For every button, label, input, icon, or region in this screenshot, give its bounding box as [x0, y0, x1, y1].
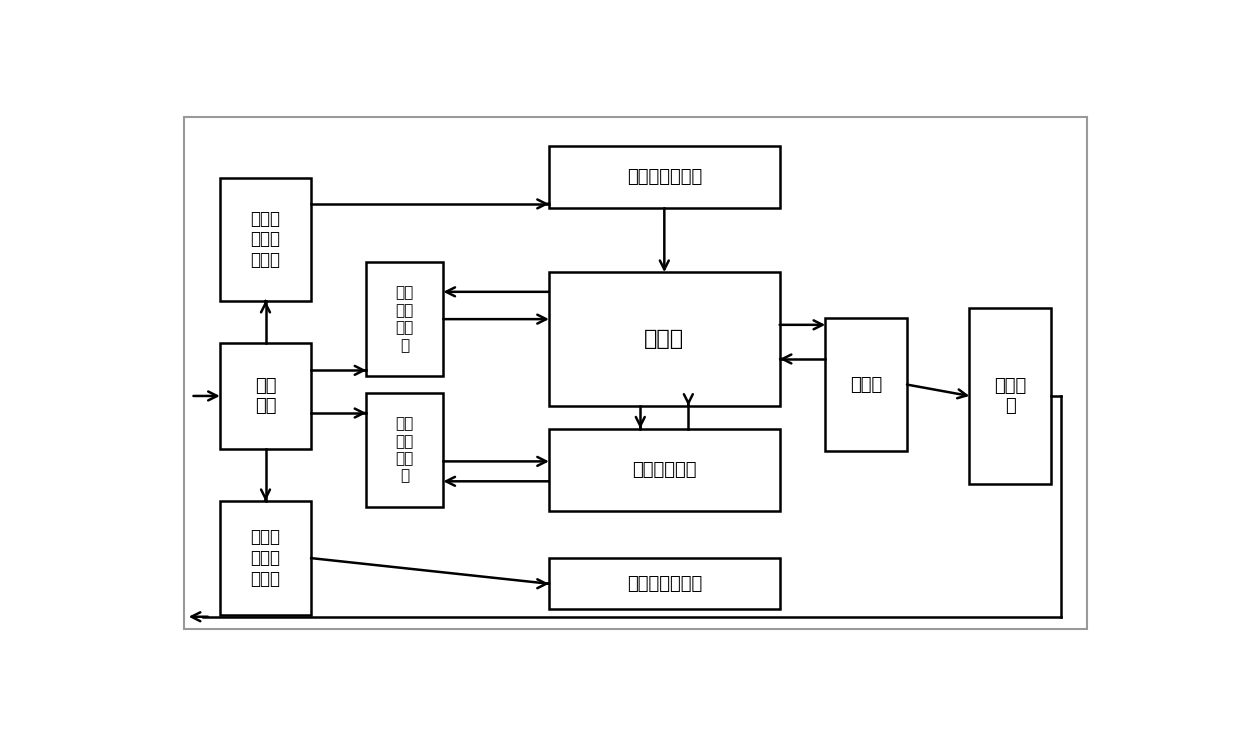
Bar — [549, 272, 780, 406]
Text: 检测
模块: 检测 模块 — [254, 377, 277, 415]
Bar — [219, 344, 311, 449]
Bar — [549, 429, 780, 511]
Text: 输出模
块: 输出模 块 — [994, 377, 1027, 415]
Bar — [367, 393, 444, 507]
Text: 第一标
志位生
成模块: 第一标 志位生 成模块 — [250, 210, 280, 269]
Bar — [219, 178, 311, 301]
Text: 控制器: 控制器 — [645, 329, 684, 349]
Text: 第三随机存储器: 第三随机存储器 — [626, 168, 702, 186]
Text: 地址生成模块: 地址生成模块 — [632, 461, 697, 479]
Bar — [367, 262, 444, 376]
Bar — [970, 307, 1052, 484]
Bar — [219, 501, 311, 615]
Text: 累加器: 累加器 — [849, 375, 883, 394]
Bar — [549, 146, 780, 208]
Text: 第一
随机
存储
器: 第一 随机 存储 器 — [396, 285, 414, 353]
Bar — [549, 558, 780, 610]
Bar — [826, 318, 906, 452]
Text: 第二标
志位生
成模块: 第二标 志位生 成模块 — [250, 528, 280, 588]
Text: 第二
随机
存储
器: 第二 随机 存储 器 — [396, 416, 414, 483]
Text: 第四随机存储器: 第四随机存储器 — [626, 575, 702, 593]
